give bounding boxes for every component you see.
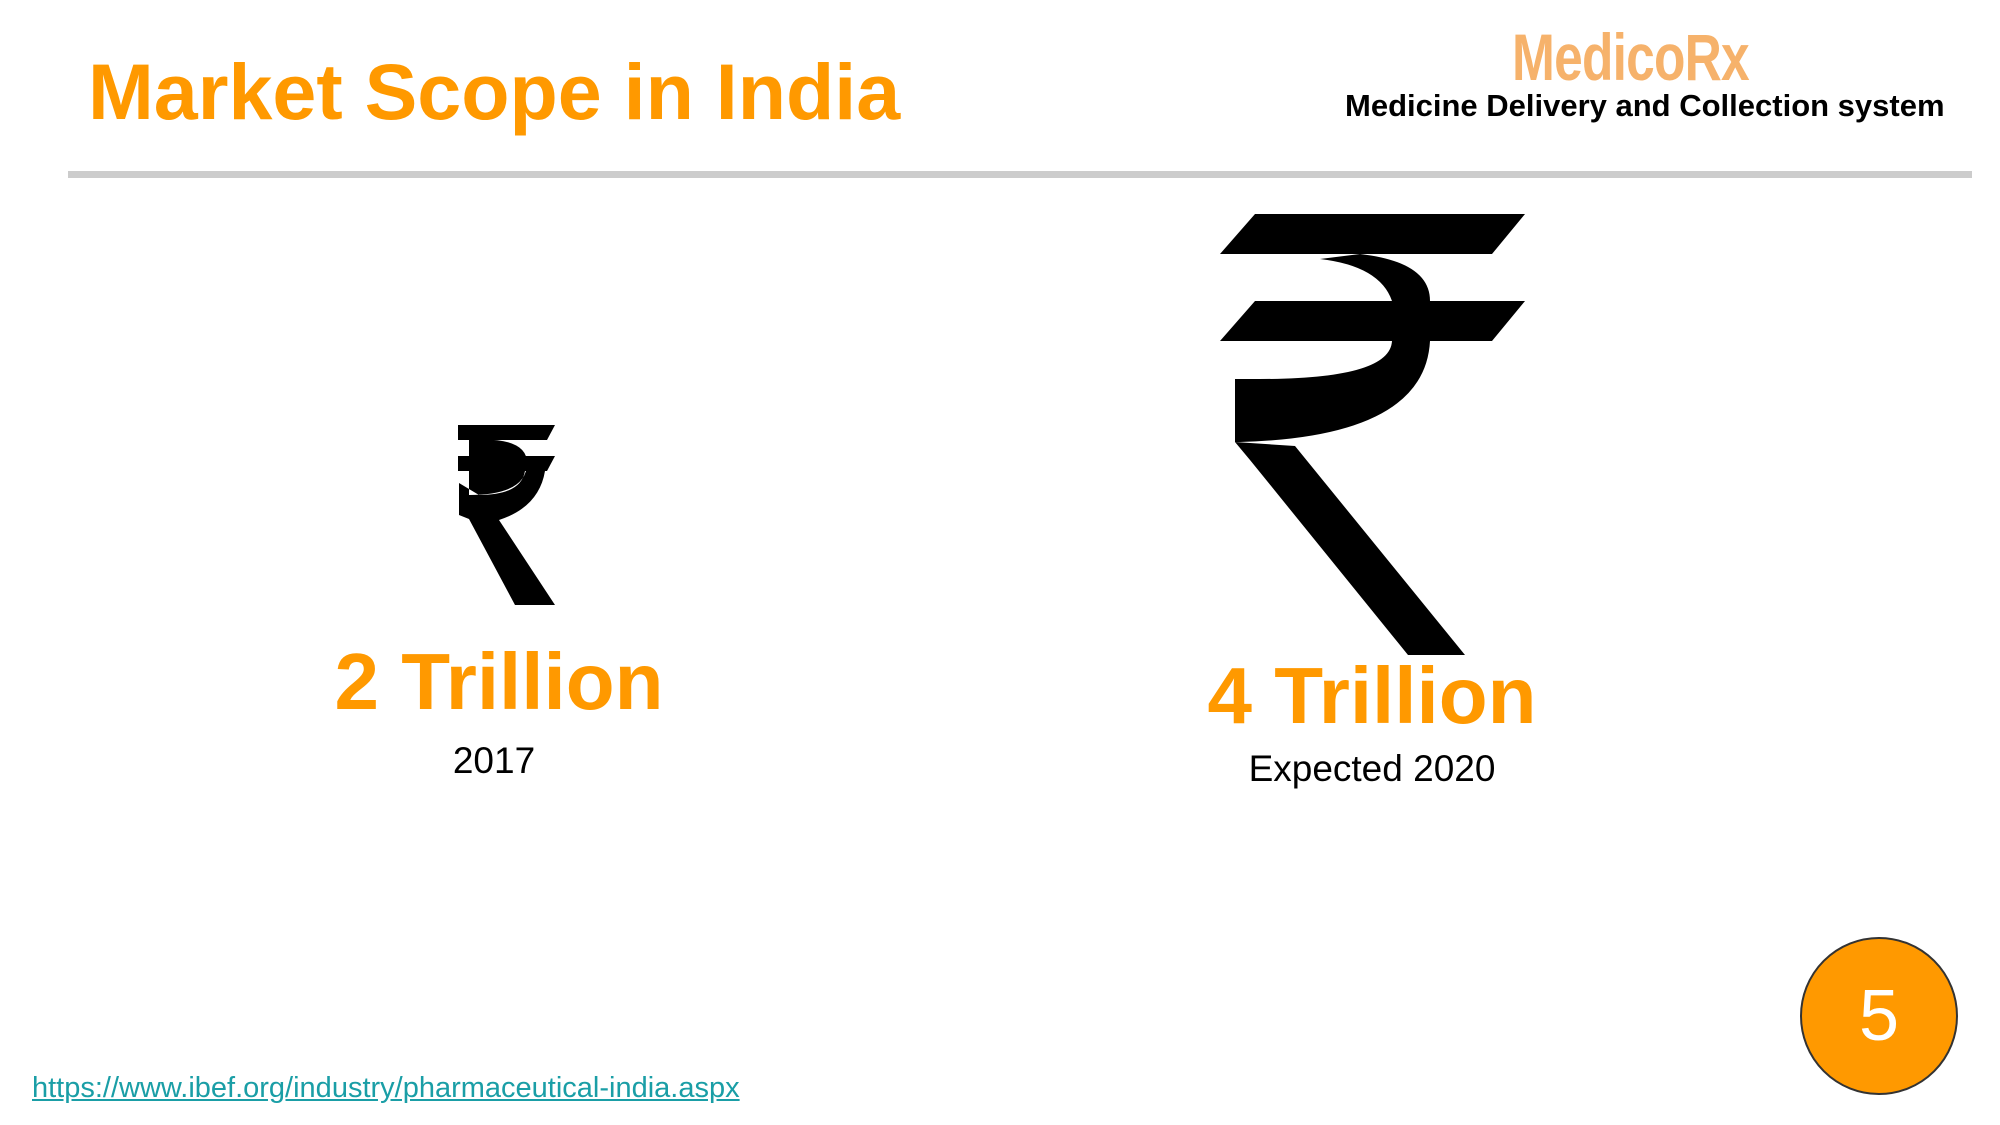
- slide-title: Market Scope in India: [88, 47, 901, 136]
- year-2017-label: 2017: [452, 740, 536, 781]
- amount-2020: 4 Trillion: [1207, 651, 1537, 740]
- amount-2017: 2 Trillion: [334, 637, 664, 726]
- year-2020-label: Expected 2020: [1248, 748, 1496, 789]
- brand-tagline: Medicine Delivery and Collection system: [1345, 88, 1945, 123]
- rupee-icon: [455, 425, 555, 605]
- rupee-icon: [1220, 214, 1525, 655]
- source-link[interactable]: https://www.ibef.org/industry/pharmaceut…: [32, 1072, 740, 1104]
- page-number-badge: 5: [1800, 937, 1958, 1095]
- title-divider: [68, 171, 1972, 178]
- brand-logo: MedicoRx: [1512, 20, 1750, 94]
